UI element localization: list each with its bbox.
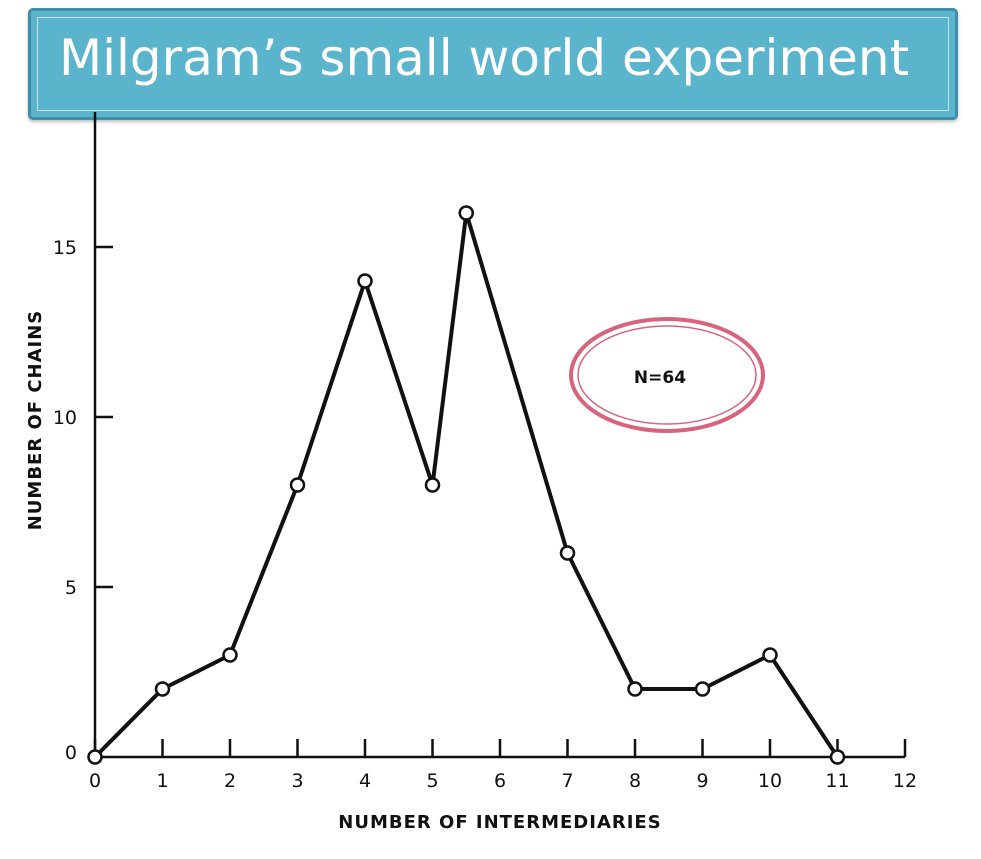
data-point: [424, 477, 441, 493]
data-point: [357, 273, 373, 289]
x-tick-label: 6: [494, 770, 506, 792]
chart-points: [87, 205, 846, 765]
x-tick-labels: 0 1 2 3 4 5 6 7 8 9 10 11 12: [89, 770, 917, 792]
series-line: [93, 212, 840, 759]
x-tick-label: 5: [426, 770, 438, 792]
x-tick-label: 12: [893, 770, 917, 792]
annotation: N=64: [569, 317, 765, 433]
x-tick-label: 11: [825, 770, 849, 792]
x-tick-label: 7: [561, 770, 573, 792]
data-point: [559, 545, 576, 561]
data-point: [694, 681, 711, 697]
x-axis-label: NUMBER OF INTERMEDIARIES: [338, 812, 661, 833]
chart-series: [93, 212, 840, 759]
data-point: [87, 749, 103, 765]
data-point: [627, 681, 643, 697]
data-point: [829, 749, 846, 765]
y-tick-label: 5: [65, 577, 77, 599]
y-tick-label: 10: [53, 407, 77, 429]
x-tick-label: 1: [156, 770, 168, 792]
x-tick-label: 9: [696, 770, 708, 792]
x-tick-label: 10: [758, 770, 782, 792]
chart-axes: [93, 112, 907, 759]
annotation-ellipse: [569, 317, 765, 433]
x-tick-label: 8: [629, 770, 641, 792]
annotation-text: N=64: [634, 368, 686, 388]
x-tick-label: 3: [291, 770, 303, 792]
y-tick-label: 0: [65, 742, 77, 764]
x-tick-label: 0: [89, 770, 101, 792]
data-point: [154, 681, 171, 697]
x-tick-label: 2: [224, 770, 236, 792]
slide-title: Milgram’s small world experiment: [59, 29, 910, 87]
title-banner: Milgram’s small world experiment: [28, 8, 958, 120]
data-point: [458, 205, 474, 221]
annotation-ellipse-inner: [577, 325, 757, 425]
y-axis-label: NUMBER OF CHAINS: [25, 310, 46, 531]
data-point: [762, 647, 778, 663]
y-tick-labels: 0 5 10 15: [53, 237, 77, 764]
data-point: [289, 477, 306, 493]
x-tick-label: 4: [359, 770, 371, 792]
y-tick-label: 15: [53, 237, 77, 259]
data-point: [222, 647, 238, 663]
